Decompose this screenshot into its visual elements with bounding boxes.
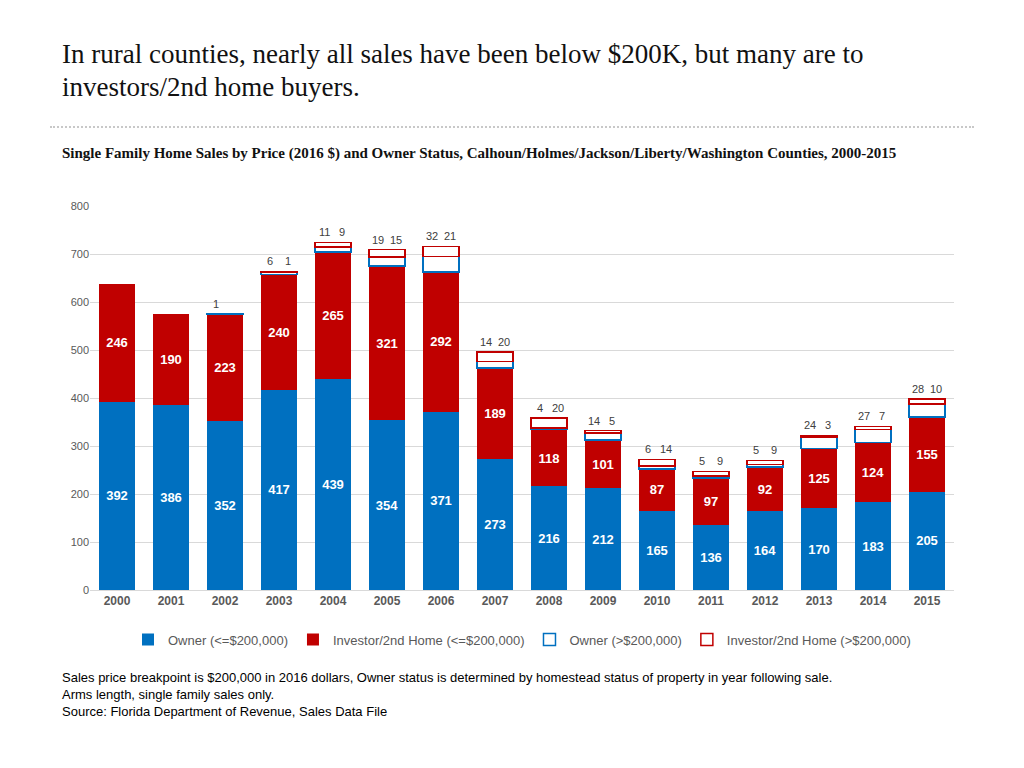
svg-text:205: 205 [916,533,938,548]
svg-text:600: 600 [71,296,89,308]
svg-text:Investor/2nd Home (<=$200,000): Investor/2nd Home (<=$200,000) [333,633,525,648]
svg-text:2005: 2005 [374,594,401,608]
svg-text:7: 7 [879,410,885,422]
svg-text:101: 101 [592,457,614,472]
svg-text:97: 97 [704,494,718,509]
svg-text:5: 5 [609,415,615,427]
svg-text:20: 20 [552,402,564,414]
svg-text:273: 273 [484,517,506,532]
svg-text:2000: 2000 [104,594,131,608]
svg-text:170: 170 [808,542,830,557]
svg-text:Investor/2nd Home (>$200,000): Investor/2nd Home (>$200,000) [727,633,911,648]
svg-text:2004: 2004 [320,594,347,608]
html-text:Source: Florida Department of: Source: Florida Department of Revenue, S… [62,704,388,719]
svg-text:212: 212 [592,532,614,547]
html-text:In rural counties, nearly all: In rural counties, nearly all sales have… [62,39,864,102]
svg-text:4: 4 [537,402,543,414]
svg-text:21: 21 [444,230,456,242]
svg-text:190: 190 [160,352,182,367]
svg-text:2001: 2001 [158,594,185,608]
svg-text:417: 417 [268,482,290,497]
html-text:Arms length, single family sal: Arms length, single family sales only. [62,687,275,702]
svg-text:15: 15 [390,234,402,246]
svg-text:0: 0 [83,584,89,596]
svg-text:14: 14 [588,415,600,427]
svg-text:9: 9 [339,226,345,238]
svg-text:28: 28 [912,383,924,395]
svg-text:2002: 2002 [212,594,239,608]
svg-text:2009: 2009 [590,594,617,608]
svg-text:189: 189 [484,406,506,421]
svg-text:2006: 2006 [428,594,455,608]
html-text:Single Family Home Sales by Pr: Single Family Home Sales by Price (2016 … [62,145,897,161]
svg-text:125: 125 [808,471,830,486]
svg-text:265: 265 [322,308,344,323]
svg-text:216: 216 [538,531,560,546]
svg-text:11: 11 [319,226,330,238]
svg-text:800: 800 [71,200,89,212]
svg-text:5: 5 [699,455,705,467]
html-text:Sales price breakpoint is $200: Sales price breakpoint is $200,000 in 20… [62,670,833,685]
svg-text:2012: 2012 [752,594,779,608]
svg-text:87: 87 [650,482,664,497]
svg-text:118: 118 [539,451,560,466]
svg-text:400: 400 [71,392,89,404]
svg-text:2008: 2008 [536,594,563,608]
svg-text:439: 439 [322,477,344,492]
svg-text:2014: 2014 [860,594,887,608]
svg-text:2011: 2011 [698,594,724,608]
svg-text:19: 19 [372,234,384,246]
svg-text:223: 223 [214,360,236,375]
svg-text:246: 246 [106,335,128,350]
svg-text:9: 9 [771,444,777,456]
svg-text:300: 300 [71,440,89,452]
svg-text:321: 321 [376,336,398,351]
svg-text:2013: 2013 [806,594,833,608]
svg-text:392: 392 [106,488,128,503]
svg-text:386: 386 [160,490,182,505]
svg-text:200: 200 [71,488,89,500]
svg-text:1: 1 [285,255,291,267]
svg-text:2015: 2015 [914,594,941,608]
svg-text:240: 240 [268,325,290,340]
svg-text:183: 183 [862,539,884,554]
svg-text:2003: 2003 [266,594,293,608]
svg-text:354: 354 [376,498,398,513]
svg-text:500: 500 [71,344,89,356]
svg-text:Owner (>$200,000): Owner (>$200,000) [569,633,681,648]
svg-text:6: 6 [267,255,273,267]
svg-text:24: 24 [804,419,816,431]
svg-text:9: 9 [717,455,723,467]
svg-text:352: 352 [214,498,236,513]
svg-text:20: 20 [498,336,510,348]
svg-text:10: 10 [930,383,942,395]
svg-text:165: 165 [646,543,668,558]
svg-text:700: 700 [71,248,89,260]
svg-text:14: 14 [660,443,672,455]
svg-text:371: 371 [430,493,452,508]
svg-text:3: 3 [825,419,831,431]
svg-text:5: 5 [753,444,759,456]
svg-text:124: 124 [862,465,884,480]
svg-text:6: 6 [645,443,651,455]
svg-text:155: 155 [916,447,938,462]
svg-text:292: 292 [430,334,452,349]
svg-text:27: 27 [858,410,870,422]
svg-text:92: 92 [758,482,772,497]
svg-text:14: 14 [480,336,492,348]
svg-text:136: 136 [700,550,722,565]
svg-text:2007: 2007 [482,594,509,608]
svg-text:1: 1 [213,298,219,310]
svg-text:2010: 2010 [644,594,671,608]
svg-text:100: 100 [71,536,89,548]
svg-text:164: 164 [754,543,776,558]
svg-text:Owner (<=$200,000): Owner (<=$200,000) [168,633,288,648]
svg-text:32: 32 [426,230,438,242]
